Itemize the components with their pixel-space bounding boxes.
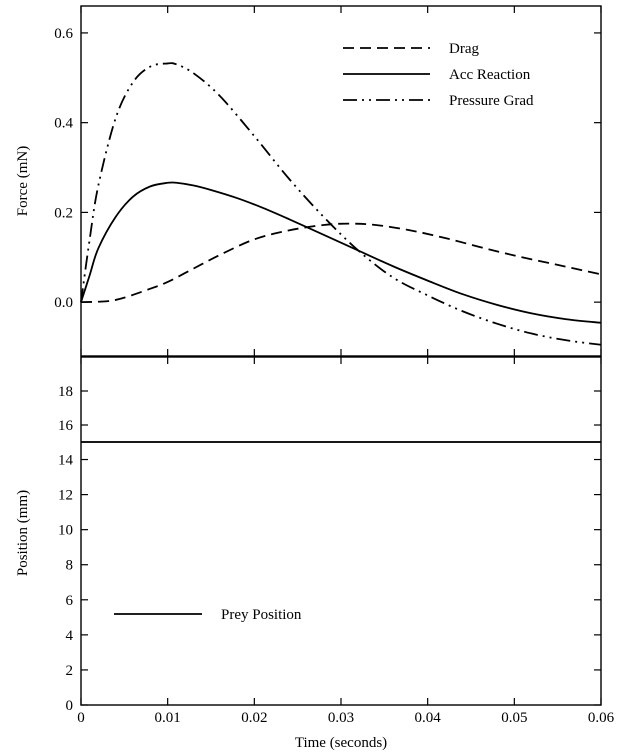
legend-label: Drag <box>449 41 479 57</box>
series-line-pressure-grad <box>80 62 602 346</box>
position-y-lower-tick-label: 10 <box>58 523 73 539</box>
legend-label: Acc Reaction <box>449 67 531 83</box>
x-axis-label: Time (seconds) <box>295 735 387 751</box>
position-y-axis-label: Position (mm) <box>15 490 31 576</box>
series-line-acc-reaction <box>80 181 602 324</box>
position-y-upper-tick-label: 16 <box>58 418 74 434</box>
position-legend: Prey Position <box>114 607 302 623</box>
position-y-lower-tick-label: 2 <box>66 663 74 679</box>
x-tick-label: 0.06 <box>588 710 615 726</box>
position-y-lower-tick-label: 4 <box>66 628 74 644</box>
position-y-lower-tick-label: 8 <box>66 558 74 574</box>
position-y-lower-tick-label: 0 <box>66 698 74 714</box>
x-tick-label: 0.01 <box>155 710 181 726</box>
x-tick-label: 0.04 <box>415 710 442 726</box>
force-y-tick-label: 0.2 <box>54 205 73 221</box>
force-y-tick-label: 0.0 <box>54 295 73 311</box>
force-y-ticks: 0.0 0.2 0.4 0.6 <box>54 6 602 356</box>
legend-label: Pressure Grad <box>449 93 534 109</box>
position-panel: 16 18 0 2 4 6 8 10 12 14 0 0.01 0.02 0.03 0.04 0.05 0.06… <box>15 356 615 751</box>
position-y-upper-tick-label: 18 <box>58 384 73 400</box>
force-y-axis-label: Force (mN) <box>15 146 31 216</box>
legend-label: Prey Position <box>221 607 302 623</box>
x-tick-label: 0.05 <box>501 710 527 726</box>
position-y-lower-tick-label: 12 <box>58 488 73 504</box>
force-legend: Drag Acc Reaction Pressure Grad <box>343 41 534 109</box>
force-y-tick-label: 0.6 <box>54 26 73 42</box>
x-tick-label: 0 <box>77 710 85 726</box>
force-y-tick-label: 0.4 <box>54 116 73 132</box>
force-panel: 0.0 0.2 0.4 0.6 Force (mN) Drag Acc Reaction… <box>15 5 602 357</box>
force-series-lines <box>80 62 602 346</box>
position-y-lower-tick-label: 14 <box>58 453 74 469</box>
x-tick-label: 0.03 <box>328 710 354 726</box>
x-tick-label: 0.02 <box>241 710 267 726</box>
position-y-lower-tick-label: 6 <box>66 593 74 609</box>
